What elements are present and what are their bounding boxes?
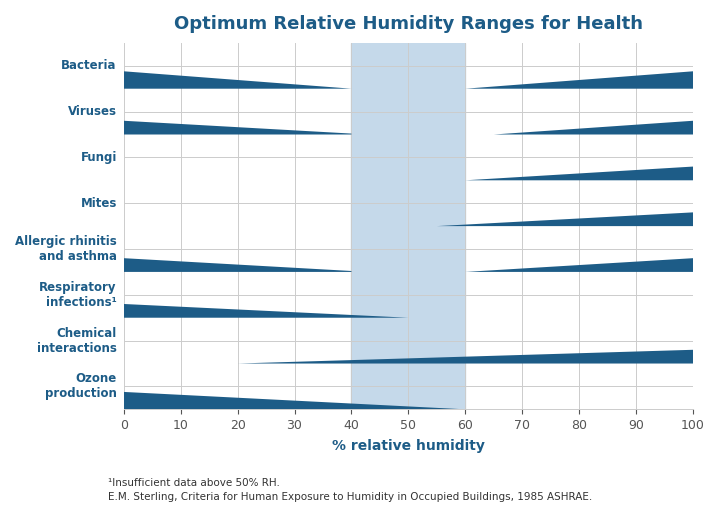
Polygon shape xyxy=(465,71,693,89)
Polygon shape xyxy=(494,121,693,135)
X-axis label: % relative humidity: % relative humidity xyxy=(332,439,485,453)
Polygon shape xyxy=(437,212,693,226)
Text: ¹Insufficient data above 50% RH.: ¹Insufficient data above 50% RH. xyxy=(108,478,280,488)
Polygon shape xyxy=(124,304,408,318)
Polygon shape xyxy=(124,71,351,89)
Polygon shape xyxy=(238,350,693,363)
Polygon shape xyxy=(465,166,693,180)
Title: Optimum Relative Humidity Ranges for Health: Optimum Relative Humidity Ranges for Hea… xyxy=(174,15,643,33)
Polygon shape xyxy=(124,392,465,409)
Bar xyxy=(351,43,465,409)
Polygon shape xyxy=(124,258,351,272)
Text: E.M. Sterling, Criteria for Human Exposure to Humidity in Occupied Buildings, 19: E.M. Sterling, Criteria for Human Exposu… xyxy=(108,492,593,502)
Polygon shape xyxy=(465,258,693,272)
Polygon shape xyxy=(124,121,351,135)
